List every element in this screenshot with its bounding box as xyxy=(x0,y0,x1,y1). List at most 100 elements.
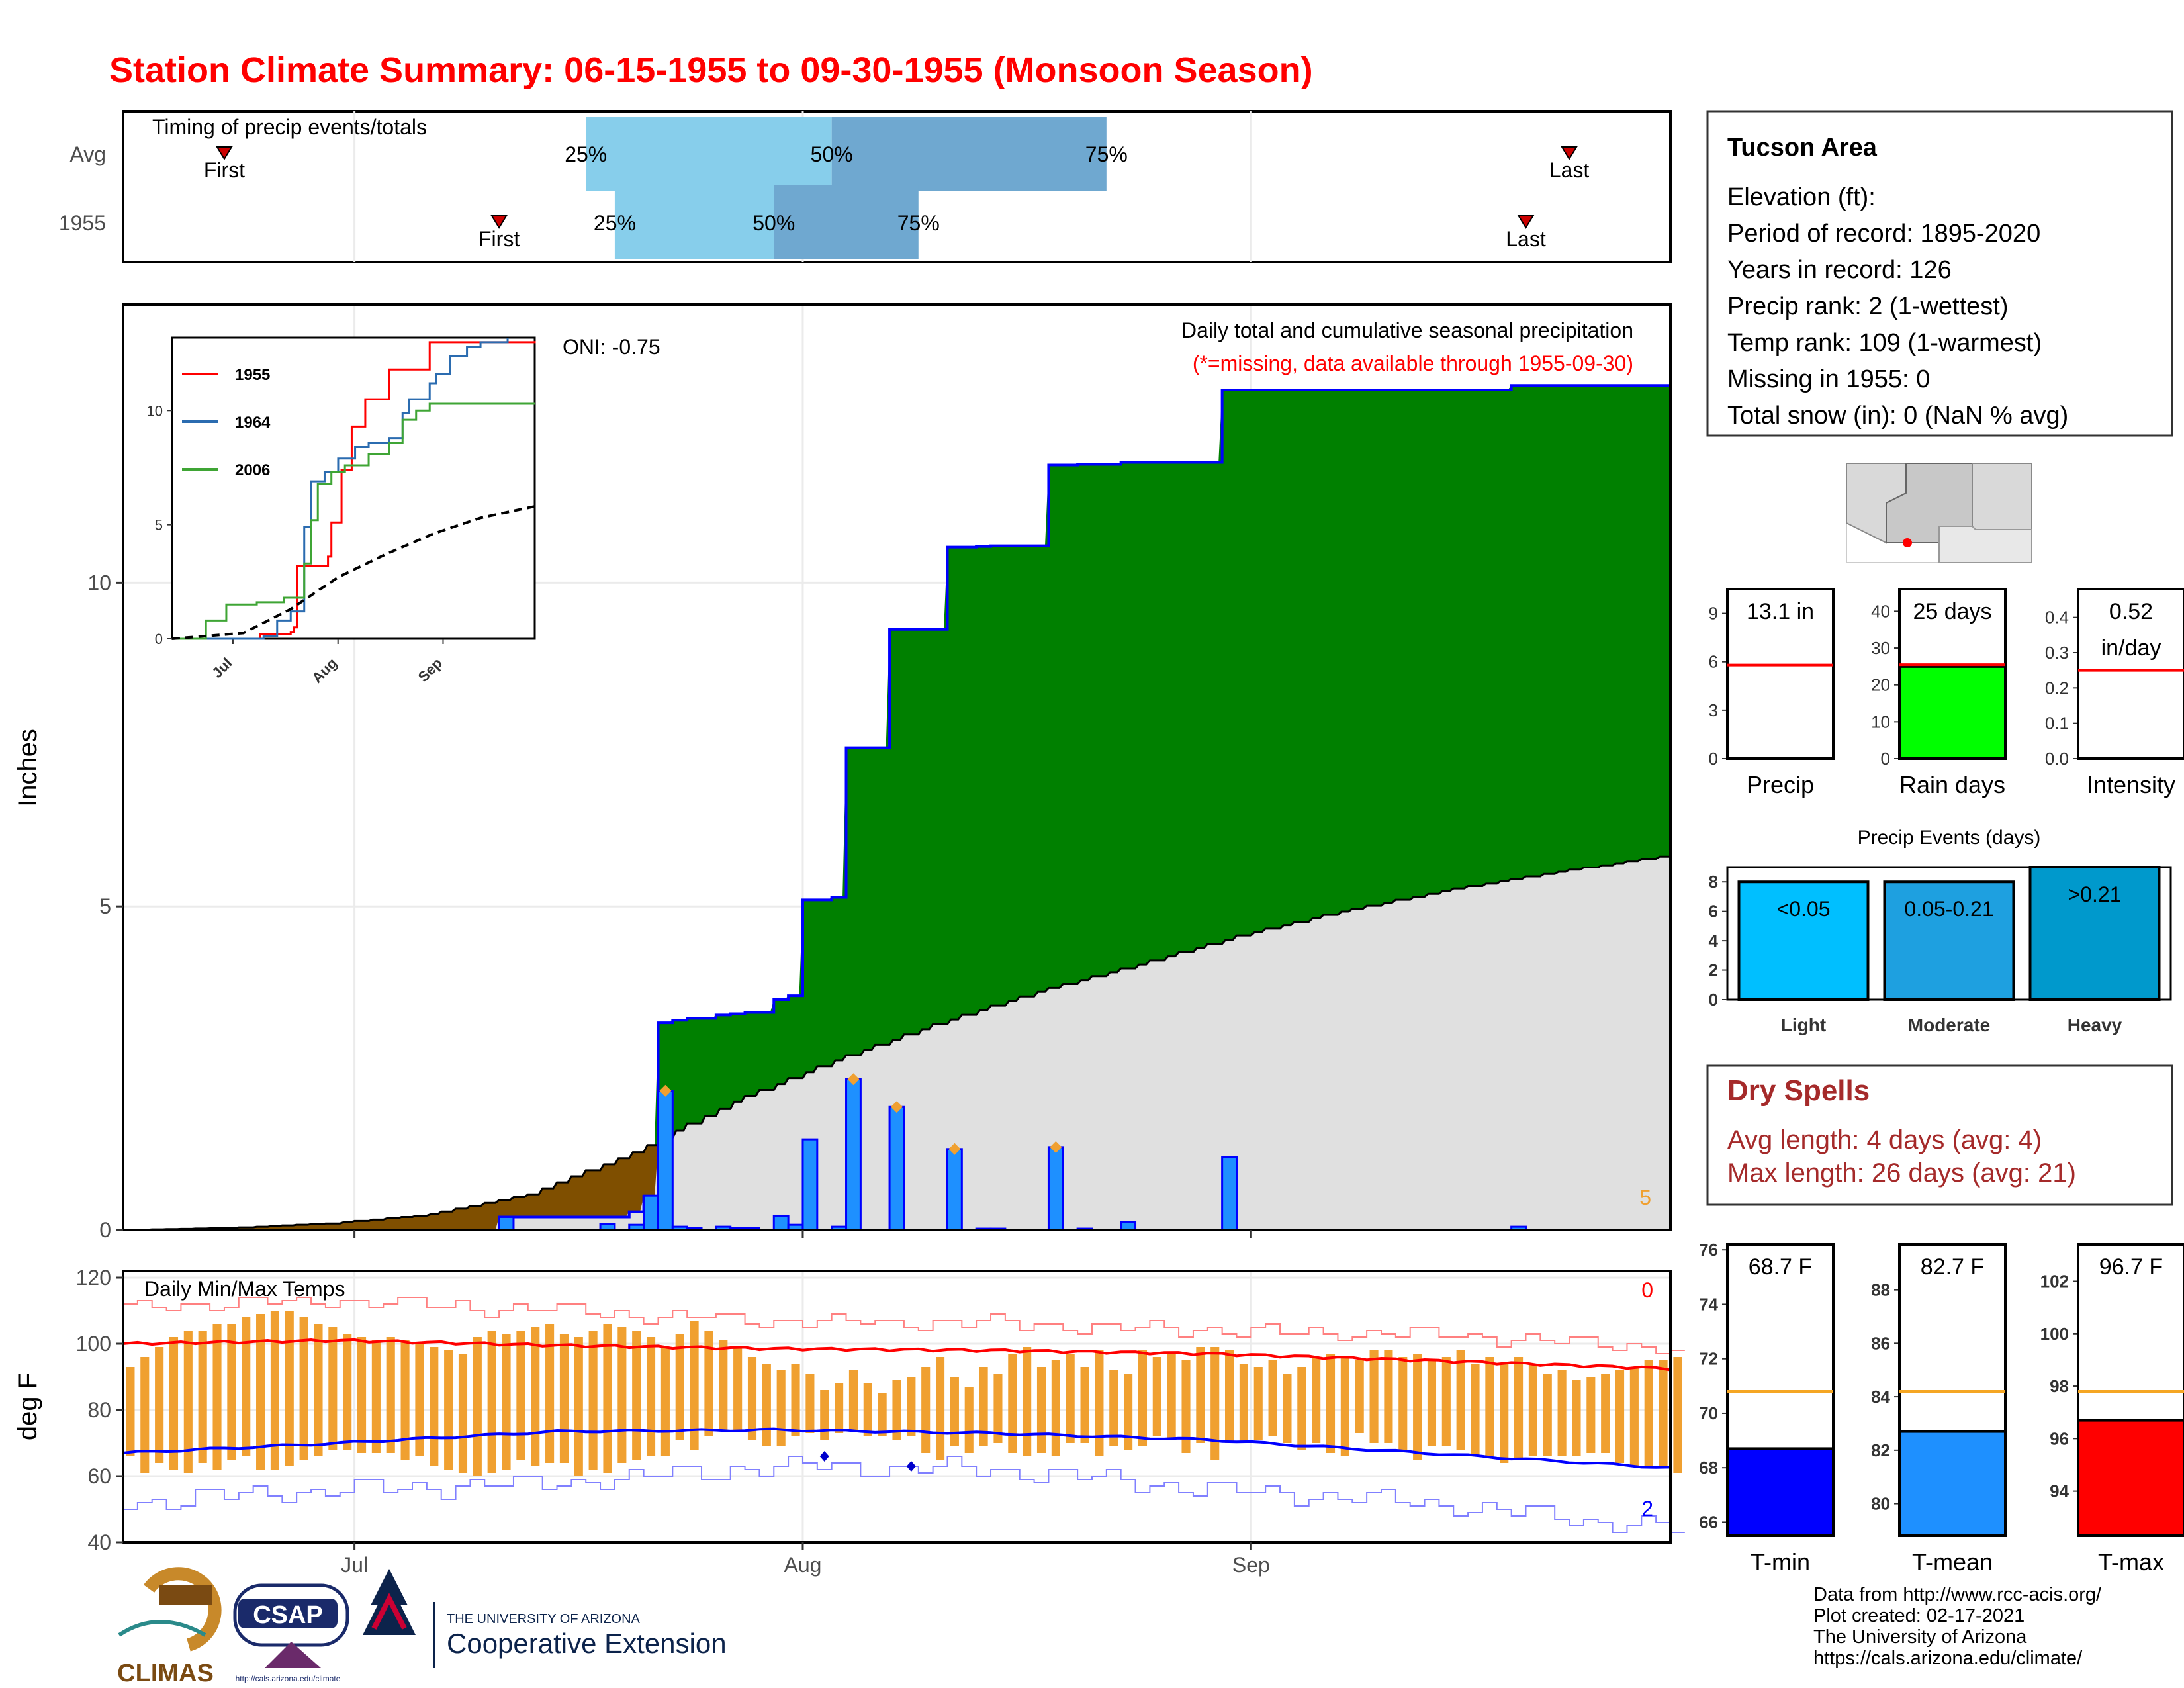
y-tick-label: 80 xyxy=(87,1398,111,1422)
temp-range-bar xyxy=(1297,1367,1306,1450)
temp-range-bar xyxy=(169,1337,179,1470)
extreme-precip-marker xyxy=(659,1084,672,1097)
temp-range-bar xyxy=(1629,1367,1639,1466)
record-min-line xyxy=(123,1456,1685,1533)
summary-y-tick-label: 6 xyxy=(1709,652,1718,672)
summary-y-tick-label: 0.3 xyxy=(2045,643,2069,663)
y-tick-label: 5 xyxy=(99,894,111,918)
temp-range-bar xyxy=(502,1334,511,1470)
summary-frame xyxy=(2077,588,2184,760)
events-y-tick-label: 8 xyxy=(1709,872,1718,892)
daily-precip-bar xyxy=(845,1078,862,1231)
y-tick-label: 100 xyxy=(76,1332,111,1356)
temp-range-bar xyxy=(574,1337,583,1476)
temp-range-bar xyxy=(588,1331,598,1470)
temp-range-bar xyxy=(314,1324,323,1456)
y-tick-label: 40 xyxy=(87,1530,111,1554)
events-bar-label: >0.21 xyxy=(2068,882,2122,906)
events-category-label: Light xyxy=(1781,1015,1826,1035)
temp-range-bar xyxy=(907,1377,916,1436)
temp-range-bar xyxy=(690,1321,699,1450)
temp-range-bar xyxy=(198,1331,207,1463)
climas-logo[interactable]: CLIMAS xyxy=(117,1567,222,1687)
summary-value-label: 13.1 in xyxy=(1747,599,1814,624)
temp-min-count: 2 xyxy=(1641,1497,1653,1521)
temp-range-bar xyxy=(603,1324,612,1473)
summary-value-label: 0.52 xyxy=(2109,599,2153,624)
timing-last-label: Last xyxy=(1506,227,1546,251)
temp-range-bar xyxy=(1181,1360,1191,1453)
daily-precip-bar xyxy=(643,1194,659,1231)
csap-url: http://cals.arizona.edu/climate xyxy=(236,1674,341,1683)
temp-range-bar xyxy=(1253,1367,1263,1440)
daily-precip-bar xyxy=(657,1090,674,1231)
extreme-precip-marker xyxy=(847,1073,860,1086)
temp-range-bar xyxy=(1095,1350,1104,1456)
temp-range-bar xyxy=(559,1334,569,1463)
temp-range-bar xyxy=(704,1331,713,1436)
temp-range-bar xyxy=(299,1317,308,1460)
temp-range-bar xyxy=(1673,1357,1682,1473)
credit-line: Plot created: 02-17-2021 xyxy=(1813,1605,2025,1626)
summary-category-label: Rain days xyxy=(1899,771,2005,798)
summary-value-bar xyxy=(1898,1430,2007,1538)
temp-range-bar xyxy=(386,1337,395,1453)
station-line: Years in record: 126 xyxy=(1727,256,1952,284)
temp-range-bar xyxy=(1572,1380,1581,1456)
summary-value-label: 25 days xyxy=(1913,599,1991,624)
temp-range-bar xyxy=(212,1324,222,1470)
summary-value-bar xyxy=(2077,588,2184,760)
temp-range-bar xyxy=(1413,1354,1422,1460)
x-tick-label: Sep xyxy=(1232,1553,1270,1577)
temp-range-bar xyxy=(1369,1350,1379,1443)
extreme-precip-marker xyxy=(891,1101,903,1113)
summary-y-tick-label: 30 xyxy=(1871,638,1890,658)
summary-y-tick-label: 0.2 xyxy=(2045,678,2069,698)
summary-value-label: 96.7 F xyxy=(2099,1254,2163,1280)
temp-range-bar xyxy=(1557,1370,1567,1456)
temp-range-bar xyxy=(1543,1374,1552,1456)
temp-range-bar xyxy=(1384,1350,1393,1443)
inset-y-tick-label: 0 xyxy=(155,631,163,647)
events-title: Precip Events (days) xyxy=(1858,827,2041,849)
temp-range-bar xyxy=(256,1314,265,1470)
summary-y-tick-label: 100 xyxy=(2040,1324,2069,1344)
timing-quartile-bar-upper xyxy=(831,117,1107,191)
y-tick-label: 0 xyxy=(99,1218,111,1242)
station-info-box: Tucson Area Elevation (ft): Period of re… xyxy=(1706,110,2173,437)
inset-series-line xyxy=(172,402,535,640)
station-line: Precip rank: 2 (1-wettest) xyxy=(1727,293,2008,320)
temp-range-bar xyxy=(1008,1354,1017,1453)
summary-y-tick-label: 3 xyxy=(1709,700,1718,720)
temp-range-bar xyxy=(660,1347,670,1456)
station-line: Missing in 1955: 0 xyxy=(1727,365,1930,393)
timing-p50-label: 50% xyxy=(752,211,795,235)
record-max-line xyxy=(123,1297,1685,1354)
summary-y-tick-label: 76 xyxy=(1699,1240,1718,1260)
record-low-marker xyxy=(906,1461,916,1472)
temp-ylabel: deg F xyxy=(13,1373,42,1440)
extreme-precip-marker xyxy=(1050,1141,1062,1153)
temp-range-bar xyxy=(357,1337,367,1453)
csap-logo[interactable]: CSAP http://cals.arizona.edu/climate xyxy=(233,1583,349,1683)
temp-range-bar xyxy=(140,1357,150,1473)
station-line: Total snow (in): 0 (NaN % avg) xyxy=(1727,402,2068,430)
temp-range-bar xyxy=(1586,1377,1596,1453)
temp-range-bar xyxy=(227,1324,236,1460)
timing-title: Timing of precip events/totals xyxy=(152,115,427,139)
summary-category-label: T-min xyxy=(1751,1548,1810,1575)
timing-last-marker xyxy=(1517,215,1535,229)
timing-last-marker xyxy=(1561,146,1578,160)
university-of-arizona-logo[interactable]: THE UNIVERSITY OF ARIZONA Cooperative Ex… xyxy=(363,1569,727,1668)
extreme-precip-marker xyxy=(948,1143,961,1155)
temp-range-bar xyxy=(473,1337,482,1476)
summary-y-tick-label: 74 xyxy=(1699,1294,1718,1314)
timing-first-label: First xyxy=(478,227,520,251)
daily-precip-bar xyxy=(1047,1146,1064,1231)
credit-line: The University of Arizona xyxy=(1813,1626,2027,1648)
temp-range-bar xyxy=(183,1331,193,1473)
temp-range-bar xyxy=(343,1334,352,1450)
summary-y-tick-label: 96 xyxy=(2050,1429,2069,1448)
temp-range-bar xyxy=(1355,1360,1364,1433)
summary-y-tick-label: 0.0 xyxy=(2045,749,2069,769)
